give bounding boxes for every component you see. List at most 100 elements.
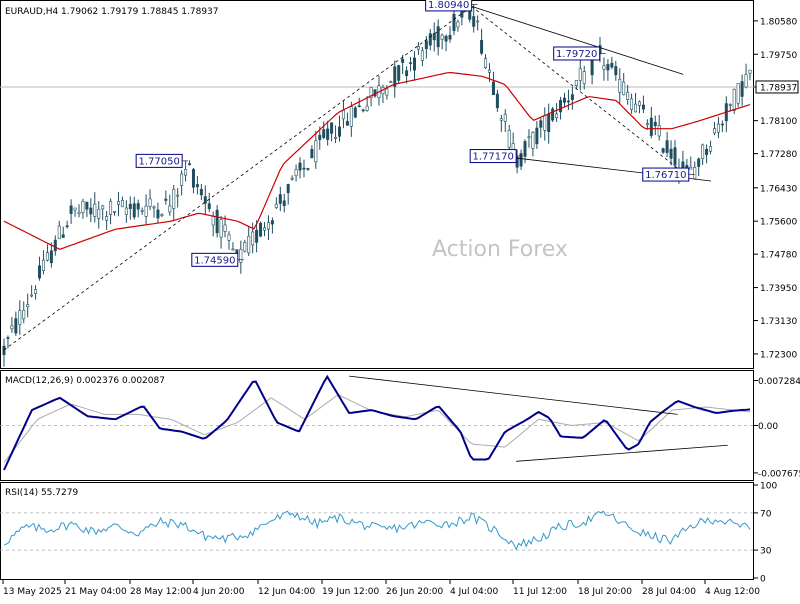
candle-body <box>77 211 81 215</box>
candle-body <box>128 203 132 209</box>
candle-body <box>740 81 744 97</box>
candle-body <box>14 318 18 334</box>
candle-body <box>274 203 278 208</box>
rsi-label: RSI(14) 55.7279 <box>5 488 78 498</box>
moving-average-line <box>3 71 751 250</box>
dashed-channel-line <box>471 6 690 178</box>
candle-body <box>144 205 148 217</box>
candle-body <box>519 153 523 167</box>
candle-body <box>278 194 282 204</box>
candle-body <box>318 134 322 140</box>
candle-body <box>641 104 645 110</box>
candle-body <box>349 106 353 127</box>
candle-body <box>132 203 136 218</box>
candle-body <box>559 99 563 113</box>
candle-body <box>566 100 570 103</box>
candle-body <box>630 98 634 110</box>
candle-body <box>543 115 547 131</box>
candle-body <box>136 203 140 210</box>
macd-panel-frame <box>0 370 754 481</box>
candle-body <box>365 105 369 111</box>
rsi-layer <box>0 510 754 551</box>
candle-body <box>626 91 630 100</box>
candle-body <box>456 21 460 28</box>
candle-body <box>523 141 527 157</box>
candle-body <box>290 177 294 180</box>
candle-body <box>26 304 30 308</box>
candle-body <box>184 169 188 176</box>
candle-body <box>420 50 424 61</box>
candle-body <box>645 123 649 125</box>
chart-header: EURAUD,H4 1.79062 1.79179 1.78845 1.7893… <box>5 7 219 17</box>
candle-body <box>716 123 720 133</box>
candle-body <box>207 203 211 210</box>
watermark: Action Forex <box>432 237 568 262</box>
candle-body <box>712 128 716 134</box>
candle-body <box>432 33 436 41</box>
candle-body <box>306 168 310 170</box>
candle-body <box>480 39 484 54</box>
candle-body <box>345 121 349 126</box>
candle-body <box>69 205 73 214</box>
candle-body <box>156 209 160 219</box>
candle-body <box>338 126 342 137</box>
candle-body <box>570 94 574 100</box>
candle-body <box>744 74 748 88</box>
candle-body <box>701 144 705 159</box>
candle-body <box>120 200 124 208</box>
macd-signal-line <box>3 394 751 463</box>
candle-body <box>259 222 263 237</box>
candle-body <box>322 129 326 138</box>
candle-body <box>578 68 582 81</box>
candle-body <box>618 78 622 93</box>
candle-body <box>113 211 117 213</box>
candle-body <box>180 173 184 186</box>
macd-upper-trend-line <box>349 375 678 415</box>
candle-body <box>397 65 401 81</box>
candle-body <box>574 80 578 86</box>
candle-body <box>61 234 65 238</box>
candle-body <box>503 113 507 122</box>
candle-body <box>673 147 677 166</box>
candle-body <box>582 71 586 84</box>
candle-body <box>535 127 539 145</box>
candle-body <box>440 34 444 40</box>
time-axis-label: 11 Jul 12:00 <box>513 587 567 597</box>
candle-body <box>389 81 393 83</box>
candle-body <box>653 121 657 127</box>
price-axis-label: 1.80580 <box>760 17 797 27</box>
rsi-axis-label: 100 <box>760 482 777 492</box>
price-annotation-label: 1.77170 <box>472 152 513 163</box>
price-axis-label: 1.79750 <box>760 51 797 61</box>
candle-body <box>57 225 61 240</box>
candle-body <box>602 65 606 70</box>
candle-body <box>251 231 255 246</box>
candle-body <box>22 309 26 320</box>
price-axis-label: 1.78100 <box>760 117 797 127</box>
candle-body <box>507 129 511 148</box>
candle-body <box>310 148 314 159</box>
candle-body <box>539 120 543 128</box>
candle-body <box>219 219 223 238</box>
candle-body <box>18 310 22 325</box>
candle-body <box>448 34 452 40</box>
candle-body <box>105 216 109 221</box>
candle-body <box>191 169 195 188</box>
candle-body <box>452 13 456 31</box>
candle-body <box>385 88 389 96</box>
candle-body <box>65 225 69 228</box>
candle-body <box>2 345 6 355</box>
candle-body <box>728 104 732 106</box>
price-axis-label: 1.73950 <box>760 284 797 294</box>
candle-body <box>168 205 172 213</box>
candle-body <box>101 205 105 210</box>
time-axis-label: 19 Jun 12:00 <box>322 587 379 597</box>
macd-axis-label: 0.007284 <box>758 377 800 387</box>
time-axis-label: 13 May 2025 <box>3 587 62 597</box>
candle-body <box>499 118 503 121</box>
candle-body <box>665 140 669 153</box>
candle-body <box>243 242 247 252</box>
candle-body <box>160 214 164 217</box>
candle-body <box>81 200 85 213</box>
candle-body <box>314 140 318 163</box>
